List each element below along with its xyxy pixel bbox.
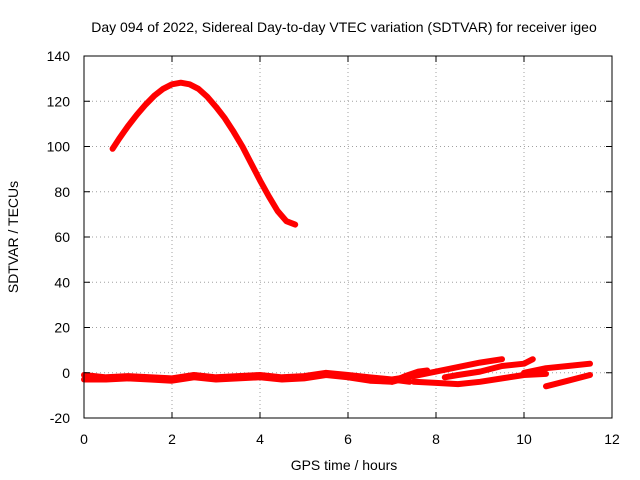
x-tick-label: 4 <box>256 431 264 447</box>
series-line-late-e <box>521 360 593 376</box>
series-line-plateau-c <box>441 356 536 381</box>
x-axis-label: GPS time / hours <box>291 457 398 473</box>
y-tick-label: 60 <box>54 229 70 245</box>
x-tick-label: 12 <box>604 431 620 447</box>
series-group <box>81 79 593 390</box>
x-tick-label: 10 <box>516 431 532 447</box>
x-tick-label: 6 <box>344 431 352 447</box>
x-tick-label: 0 <box>80 431 88 447</box>
y-axis-label: SDTVAR / TECUs <box>5 181 21 293</box>
y-tick-label: 0 <box>62 365 70 381</box>
ticks: 0 2 4 6 8 10 12 -20 0 20 40 60 80 100 120 140 <box>47 48 620 447</box>
x-tick-label: 8 <box>432 431 440 447</box>
series-line-baseline-b <box>81 372 404 385</box>
y-tick-label: -20 <box>50 410 70 426</box>
y-tick-label: 80 <box>54 184 70 200</box>
series-line-high-arc <box>109 79 299 228</box>
y-tick-label: 20 <box>54 320 70 336</box>
y-tick-label: 100 <box>47 139 71 155</box>
y-tick-label: 40 <box>54 274 70 290</box>
x-tick-label: 2 <box>168 431 176 447</box>
chart-title: Day 094 of 2022, Sidereal Day-to-day VTE… <box>91 19 597 35</box>
series-line-rising-b <box>389 367 431 385</box>
grid <box>84 56 612 418</box>
series-line-late-f <box>543 372 593 390</box>
y-tick-label: 120 <box>47 93 71 109</box>
y-tick-label: 140 <box>47 48 71 64</box>
